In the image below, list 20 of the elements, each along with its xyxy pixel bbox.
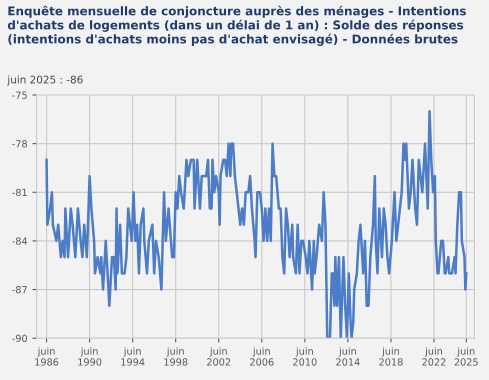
x-tick-label: juin 2006 (250, 347, 274, 366)
y-tick-label: -84 (12, 237, 28, 245)
chart-title: Enquête mensuelle de conjoncture auprès des ménages - Intentions d'achats de logements (dans un délai de 1 an) : Solde des réponses (intentions d'achats moins pas d'achat envisagé) - Données brutes (8, 6, 466, 46)
x-tick-label: juin 2025 (454, 347, 478, 366)
x-tick-label: juin 1990 (78, 347, 102, 366)
x-tick-label: juin 2018 (379, 347, 403, 366)
x-tick-label: juin 1986 (35, 347, 58, 366)
chart-subtitle: juin 2025 : -86 (7, 75, 83, 86)
x-tick-label: juin 2002 (207, 347, 230, 366)
y-tick-label: -81 (12, 188, 27, 196)
x-tick-label: juin 1998 (164, 347, 188, 366)
y-tick-label: -90 (12, 334, 27, 342)
x-tick-label: juin 2022 (422, 347, 446, 366)
x-tick-label: juin 2010 (293, 347, 317, 366)
y-tick-label: -75 (12, 92, 27, 99)
x-tick-label: juin 2014 (336, 347, 360, 366)
x-tick-label: juin 1994 (121, 347, 144, 366)
y-tick-label: -78 (12, 140, 27, 148)
line-series (45, 110, 468, 338)
y-tick-label: -87 (12, 286, 27, 294)
